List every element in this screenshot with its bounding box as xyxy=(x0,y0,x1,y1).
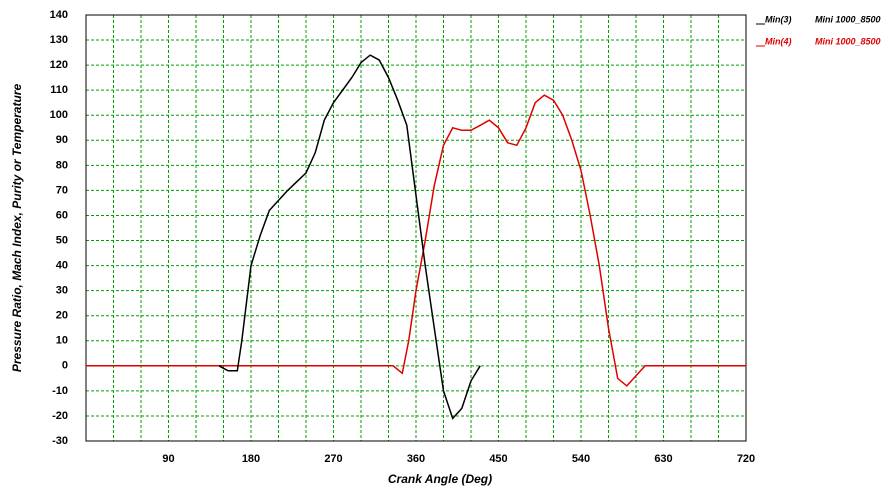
y-tick-label: -10 xyxy=(52,385,68,397)
x-tick-label: 630 xyxy=(654,453,672,465)
y-axis-label: Pressure Ratio, Mach Index, Purity or Te… xyxy=(10,84,24,373)
x-tick-label: 360 xyxy=(407,453,425,465)
x-tick-label: 450 xyxy=(489,453,507,465)
y-tick-label: 30 xyxy=(56,285,68,297)
legend-label: Mini 1000_8500 xyxy=(815,36,881,46)
y-tick-label: 60 xyxy=(56,209,68,221)
y-tick-label: 70 xyxy=(56,184,68,196)
y-tick-label: 110 xyxy=(50,84,68,96)
y-tick-label: 20 xyxy=(56,310,68,322)
x-axis-label: Crank Angle (Deg) xyxy=(388,472,492,486)
legend-label: Mini 1000_8500 xyxy=(815,14,881,24)
x-tick-label: 180 xyxy=(242,453,260,465)
legend-name: Min(3) xyxy=(765,14,792,24)
y-tick-label: 40 xyxy=(56,259,68,271)
series-line xyxy=(218,54,481,420)
x-tick-label: 270 xyxy=(324,453,342,465)
y-tick-label: 100 xyxy=(50,109,68,121)
legend-name: Min(4) xyxy=(765,36,792,46)
y-tick-label: -30 xyxy=(52,435,68,447)
plot-frame xyxy=(85,14,747,442)
series-line xyxy=(86,94,746,387)
y-tick-label: 0 xyxy=(62,360,68,372)
y-tick-label: -20 xyxy=(52,410,68,422)
x-tick-label: 540 xyxy=(572,453,590,465)
y-tick-label: 90 xyxy=(56,134,68,146)
y-tick-label: 10 xyxy=(56,335,68,347)
y-tick-label: 80 xyxy=(56,159,68,171)
x-tick-label: 720 xyxy=(737,453,755,465)
y-tick-label: 130 xyxy=(50,34,68,46)
y-tick-label: 50 xyxy=(56,234,68,246)
x-tick-label: 90 xyxy=(162,453,174,465)
y-tick-label: 140 xyxy=(50,9,68,21)
y-tick-label: 120 xyxy=(50,59,68,71)
